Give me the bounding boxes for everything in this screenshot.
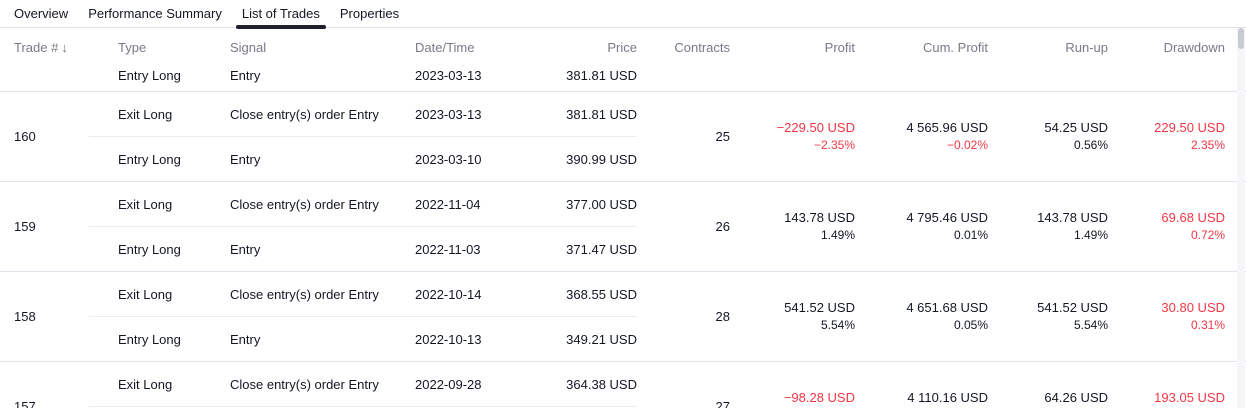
exit-subrow: Exit Long Close entry(s) order Entry 202… xyxy=(104,92,637,136)
entry-subrow: Entry Long Entry 2022-11-03 371.47 USD xyxy=(104,227,637,271)
cell-datetime: 2022-10-13 xyxy=(415,331,482,347)
column-header-price[interactable]: Price xyxy=(607,39,637,55)
cell-profit: −98.28 USD xyxy=(783,390,855,405)
trade-number: 160 xyxy=(14,129,36,144)
tab-overview[interactable]: Overview xyxy=(4,0,78,27)
cell-type: Entry Long xyxy=(118,241,181,257)
column-header-profit[interactable]: Profit xyxy=(824,39,855,55)
cell-type: Exit Long xyxy=(118,106,173,122)
column-header-runup[interactable]: Run-up xyxy=(1065,39,1108,55)
trade-number: 159 xyxy=(14,219,36,234)
tab-performance-summary[interactable]: Performance Summary xyxy=(78,0,232,27)
cell-datetime: 2022-11-04 xyxy=(415,196,481,212)
trade-number: 158 xyxy=(14,309,36,324)
vertical-scrollbar[interactable] xyxy=(1237,28,1245,408)
cell-signal: Close entry(s) order Entry xyxy=(230,286,379,302)
column-header-contracts[interactable]: Contracts xyxy=(674,39,730,55)
trade-row-group-160[interactable]: 160 Exit Long Close entry(s) order Entry… xyxy=(0,91,1246,181)
cell-price: 364.38 USD xyxy=(566,376,637,392)
cell-datetime: 2023-03-13 xyxy=(415,68,482,83)
subrow-divider xyxy=(89,226,637,227)
sort-descending-icon: ↓ xyxy=(61,39,68,55)
cell-contracts: 28 xyxy=(715,309,730,324)
entry-subrow: Entry Long Entry 2022-10-13 349.21 USD xyxy=(104,317,637,361)
cell-datetime: 2022-11-03 xyxy=(415,241,481,257)
exit-subrow: Exit Long Close entry(s) order Entry 202… xyxy=(104,362,637,406)
subrow-divider xyxy=(89,136,637,137)
subrow-divider xyxy=(89,406,637,407)
cell-type: Entry Long xyxy=(118,151,181,167)
cell-type: Exit Long xyxy=(118,376,173,392)
column-header-drawdown[interactable]: Drawdown xyxy=(1163,39,1225,55)
cell-profit: −229.50 USD −2.35% xyxy=(776,120,855,152)
active-tab-underline xyxy=(235,25,326,29)
tab-properties-label: Properties xyxy=(339,6,400,21)
tab-performance-summary-label: Performance Summary xyxy=(88,6,222,21)
tab-properties[interactable]: Properties xyxy=(330,0,409,27)
column-header-trade-number[interactable]: Trade # ↓ xyxy=(14,39,68,55)
column-header-signal[interactable]: Signal xyxy=(230,39,267,55)
scrollbar-thumb[interactable] xyxy=(1238,28,1244,49)
cell-drawdown: 193.05 USD xyxy=(1154,390,1225,405)
cell-signal: Entry xyxy=(230,151,261,167)
trade-row-group-158[interactable]: 158 Exit Long Close entry(s) order Entry… xyxy=(0,271,1246,361)
cell-profit: 541.52 USD 5.54% xyxy=(784,300,855,332)
trade-row-group-159[interactable]: 159 Exit Long Close entry(s) order Entry… xyxy=(0,181,1246,271)
table-row-partial[interactable]: Entry Long Entry 2023-03-13 381.81 USD xyxy=(0,60,1246,91)
cell-signal: Entry xyxy=(230,68,261,83)
trade-row-group-157[interactable]: 157 Exit Long Close entry(s) order Entry… xyxy=(0,361,1246,408)
cell-runup: 64.26 USD xyxy=(1044,390,1108,405)
cell-price: 349.21 USD xyxy=(566,331,637,347)
cell-signal: Close entry(s) order Entry xyxy=(230,196,379,212)
cell-price: 371.47 USD xyxy=(566,241,637,257)
cell-price: 381.81 USD xyxy=(566,106,637,122)
cell-signal: Entry xyxy=(230,241,261,257)
cell-drawdown: 69.68 USD 0.72% xyxy=(1161,210,1225,242)
cell-drawdown: 30.80 USD 0.31% xyxy=(1161,300,1225,332)
table-header-row: Trade # ↓ Type Signal Date/Time Price Con… xyxy=(0,28,1246,60)
cell-contracts: 25 xyxy=(715,129,730,144)
exit-subrow: Exit Long Close entry(s) order Entry 202… xyxy=(104,182,637,226)
cell-cum-profit: 4 795.46 USD 0.01% xyxy=(906,210,988,242)
column-header-type[interactable]: Type xyxy=(118,39,147,55)
cell-datetime: 2022-10-14 xyxy=(415,286,482,302)
cell-cum-profit: 4 651.68 USD 0.05% xyxy=(906,300,988,332)
tab-list-of-trades[interactable]: List of Trades xyxy=(232,0,330,29)
report-tabbar: Overview Performance Summary List of Tra… xyxy=(0,0,1246,29)
cell-price: 368.55 USD xyxy=(566,286,637,302)
cell-runup: 541.52 USD 5.54% xyxy=(1037,300,1108,332)
cell-runup: 143.78 USD 1.49% xyxy=(1037,210,1108,242)
cell-datetime: 2023-03-10 xyxy=(415,151,482,167)
cell-price: 390.99 USD xyxy=(566,151,637,167)
cell-drawdown: 229.50 USD 2.35% xyxy=(1154,120,1225,152)
cell-signal: Entry xyxy=(230,331,261,347)
cell-runup: 54.25 USD 0.56% xyxy=(1044,120,1108,152)
trade-number: 157 xyxy=(14,399,36,408)
entry-subrow: Entry Long Entry 2023-03-10 390.99 USD xyxy=(104,137,637,181)
cell-type: Entry Long xyxy=(118,331,181,347)
cell-signal: Close entry(s) order Entry xyxy=(230,106,379,122)
cell-price: 381.81 USD xyxy=(566,68,637,83)
cell-profit: 143.78 USD 1.49% xyxy=(784,210,855,242)
cell-datetime: 2023-03-13 xyxy=(415,106,482,122)
exit-subrow: Exit Long Close entry(s) order Entry 202… xyxy=(104,272,637,316)
column-header-datetime[interactable]: Date/Time xyxy=(415,39,475,55)
cell-signal: Close entry(s) order Entry xyxy=(230,376,379,392)
cell-cum-profit: 4 110.16 USD xyxy=(907,390,988,405)
cell-contracts: 27 xyxy=(715,399,730,408)
cell-contracts: 26 xyxy=(715,219,730,234)
cell-cum-profit: 4 565.96 USD −0.02% xyxy=(906,120,988,152)
cell-type: Entry Long xyxy=(118,68,181,83)
subrow-divider xyxy=(89,316,637,317)
cell-price: 377.00 USD xyxy=(566,196,637,212)
column-header-cum-profit[interactable]: Cum. Profit xyxy=(922,39,988,55)
cell-type: Exit Long xyxy=(118,196,173,212)
cell-type: Exit Long xyxy=(118,286,173,302)
tab-overview-label: Overview xyxy=(14,6,69,21)
tab-list-of-trades-label: List of Trades xyxy=(241,6,320,21)
cell-datetime: 2022-09-28 xyxy=(415,376,482,392)
